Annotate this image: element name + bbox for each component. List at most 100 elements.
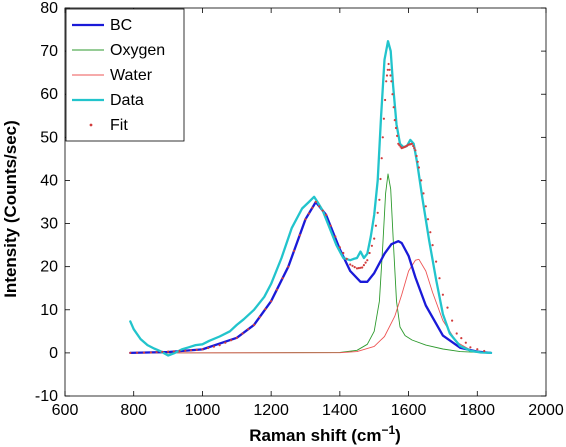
- fit-point: [379, 177, 382, 181]
- fit-point: [385, 74, 389, 77]
- fit-point: [353, 266, 356, 269]
- y-tick-label: 60: [40, 86, 58, 103]
- fit-point: [201, 348, 204, 351]
- fit-point: [366, 259, 369, 262]
- series-fit-points: [129, 62, 486, 354]
- fit-point: [376, 211, 379, 214]
- fit-point: [270, 300, 273, 303]
- fit-point: [334, 235, 337, 238]
- fit-point: [325, 213, 328, 216]
- legend-swatch-fit: [89, 123, 93, 127]
- x-tick-label: 1800: [459, 402, 495, 419]
- fit-point: [355, 267, 359, 270]
- fit-point: [361, 266, 364, 269]
- fit-point: [349, 263, 352, 266]
- fit-point: [373, 237, 376, 240]
- fit-point: [304, 218, 307, 221]
- legend-label-water: Water: [110, 67, 153, 84]
- legend-label-bc: BC: [110, 17, 132, 34]
- x-tick-label: 1200: [253, 402, 289, 419]
- x-axis-label-superscript: −1: [381, 423, 395, 437]
- fit-point: [298, 234, 301, 237]
- fit-point: [391, 93, 394, 96]
- fit-point: [416, 160, 419, 163]
- fit-point: [420, 179, 423, 182]
- fit-point: [451, 319, 454, 322]
- fit-point: [218, 344, 221, 347]
- fit-point: [184, 349, 187, 352]
- fit-point: [483, 349, 486, 353]
- y-tick-label: 0: [49, 345, 58, 362]
- legend-item-fit: Fit: [89, 117, 128, 134]
- fit-point: [167, 350, 170, 353]
- fit-point: [398, 144, 401, 147]
- fit-point: [359, 266, 362, 269]
- fit-point: [351, 264, 354, 267]
- fit-point: [392, 106, 395, 109]
- y-tick-label: -10: [35, 388, 58, 405]
- x-axis-label: Raman shift (cm−1): [249, 423, 401, 445]
- plot-area: [129, 40, 493, 357]
- fit-point: [252, 323, 256, 326]
- y-tick-label: 20: [40, 259, 58, 276]
- fit-point: [345, 257, 348, 260]
- fit-point: [417, 166, 420, 169]
- fit-point: [142, 351, 146, 354]
- series-water-line: [129, 258, 492, 354]
- fit-point: [386, 68, 389, 71]
- fit-point: [264, 308, 267, 311]
- x-tick-label: 800: [120, 402, 147, 419]
- fit-point: [384, 98, 387, 102]
- fit-point: [412, 144, 415, 148]
- fit-point: [230, 339, 233, 342]
- fit-point: [321, 209, 324, 212]
- plot-frame: [64, 7, 547, 397]
- legend-item-oxygen: Oxygen: [72, 42, 165, 59]
- series-bc-line: [129, 200, 493, 355]
- fit-point: [469, 346, 472, 349]
- y-tick-label: 50: [40, 129, 58, 146]
- fit-point: [368, 251, 371, 255]
- fit-point: [329, 224, 332, 227]
- fit-point: [281, 277, 284, 280]
- x-tick-label: 1600: [391, 402, 427, 419]
- fit-point: [247, 328, 250, 331]
- fit-point: [410, 142, 414, 145]
- y-axis-label: Intensity (Counts/sec): [1, 120, 20, 298]
- fit-point: [207, 346, 210, 350]
- fit-point: [370, 244, 373, 247]
- fit-point: [364, 261, 367, 264]
- y-tick-label: 30: [40, 216, 58, 233]
- legend: BC Oxygen Water Data Fit: [65, 8, 185, 142]
- fit-point: [287, 265, 290, 268]
- fit-point: [155, 351, 158, 354]
- fit-point: [314, 200, 317, 204]
- fit-point: [455, 332, 458, 335]
- fit-point: [178, 349, 181, 353]
- fit-point: [388, 68, 391, 71]
- fit-point: [414, 149, 417, 152]
- fit-point: [435, 260, 438, 263]
- fit-point: [342, 251, 345, 255]
- fit-point: [129, 351, 132, 354]
- y-tick-label: 10: [40, 302, 58, 319]
- legend-label-oxygen: Oxygen: [110, 42, 165, 59]
- fit-point: [429, 231, 432, 234]
- fit-point: [476, 348, 479, 351]
- y-tick-label: 40: [40, 172, 58, 189]
- fit-point: [195, 348, 198, 351]
- fit-point: [241, 332, 244, 335]
- legend-item-water: Water: [72, 67, 153, 84]
- y-tick-label: 80: [40, 0, 58, 17]
- fit-point: [292, 249, 296, 252]
- x-tick-label: 600: [52, 402, 79, 419]
- legend-item-data: Data: [72, 92, 144, 109]
- fit-point: [390, 80, 393, 83]
- fit-point: [385, 80, 388, 83]
- fit-point: [189, 349, 193, 352]
- fit-point: [394, 126, 398, 130]
- fit-point: [357, 267, 360, 270]
- fit-point: [393, 119, 396, 122]
- fit-point: [136, 351, 139, 354]
- fit-point: [426, 218, 430, 221]
